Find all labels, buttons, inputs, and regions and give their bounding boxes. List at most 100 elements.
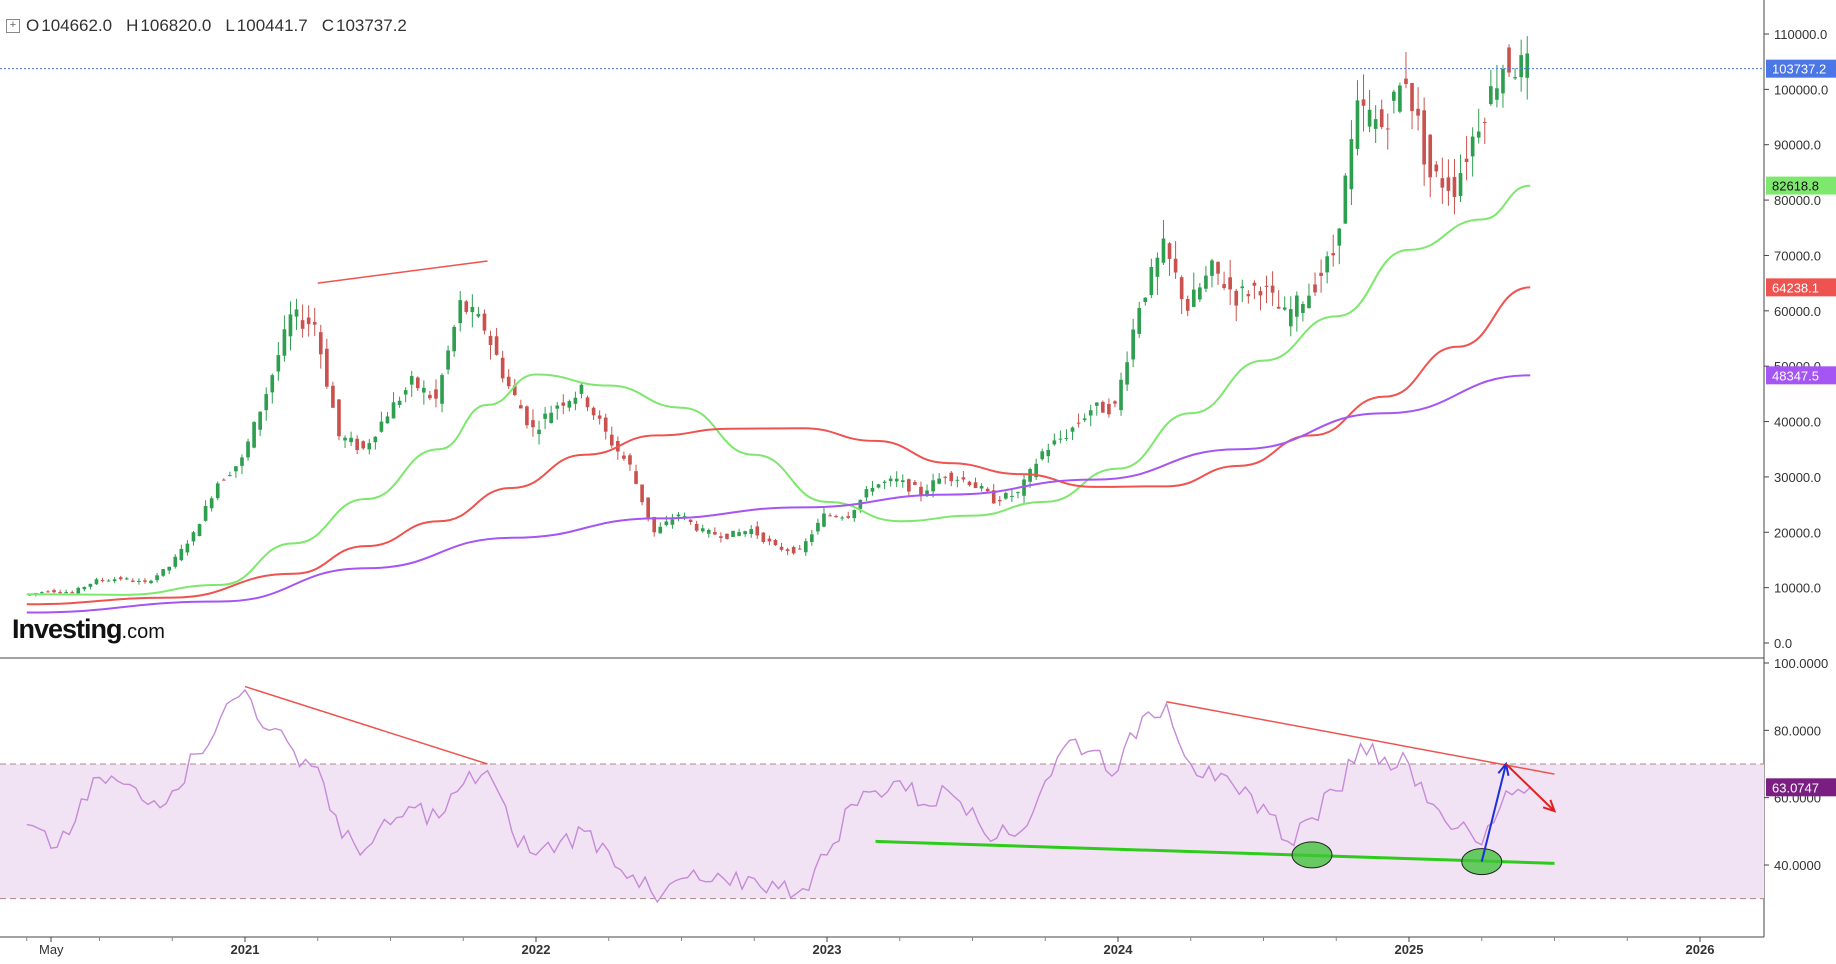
candle-body — [761, 532, 766, 542]
candle-body — [294, 309, 299, 317]
rsi-line — [26, 688, 1531, 904]
candle-body — [306, 317, 311, 325]
candle-body — [567, 401, 572, 408]
candle-body — [997, 500, 1002, 502]
candle-body — [991, 490, 996, 504]
candle-body — [543, 413, 547, 419]
candle-body — [1058, 438, 1063, 440]
investing-logo: Investing.com — [12, 614, 165, 645]
candle-body — [1464, 158, 1469, 163]
candle-body — [519, 405, 523, 409]
candle-body — [1319, 272, 1323, 276]
rsi-highlight-ellipse — [1291, 841, 1333, 869]
plus-square-icon[interactable]: + — [6, 19, 20, 33]
candle-body — [664, 521, 669, 526]
candle-body — [1173, 258, 1178, 273]
price-axis-tick-label: 80000.0 — [1774, 193, 1821, 208]
ma-value-tag-label: 48347.5 — [1772, 368, 1819, 383]
candle-body — [1131, 329, 1135, 360]
candle-body — [1440, 178, 1445, 188]
price-axis-tick-label: 70000.0 — [1774, 248, 1821, 263]
candle-body — [82, 586, 87, 590]
candle-body — [325, 348, 329, 387]
time-axis-tick-label: 2023 — [813, 942, 842, 957]
candle-body — [816, 522, 820, 532]
candle-body — [1046, 449, 1051, 457]
candle-body — [1398, 85, 1402, 112]
candle-body — [64, 592, 68, 594]
candle-body — [264, 394, 269, 411]
candle-body — [343, 437, 347, 441]
candle-body — [155, 575, 159, 581]
candle-body — [1149, 266, 1154, 296]
candle-body — [1525, 53, 1530, 78]
candle-body — [531, 420, 535, 428]
candle-body — [1313, 284, 1317, 293]
candle-body — [1016, 492, 1020, 494]
candle-body — [1040, 451, 1045, 460]
ma-value-tag-label: 64238.1 — [1772, 280, 1819, 295]
candle-body — [1264, 285, 1269, 287]
candle-body — [100, 580, 105, 582]
candle-body — [1094, 402, 1099, 406]
candle-body — [1088, 410, 1093, 416]
candle-body — [755, 526, 760, 536]
candle-body — [1246, 294, 1251, 297]
candle-body — [106, 580, 111, 582]
candle-body — [1343, 175, 1348, 224]
candle-body — [209, 498, 214, 509]
candle-body — [137, 580, 141, 582]
candle-body — [549, 412, 553, 423]
candle-body — [179, 548, 184, 561]
candle-body — [955, 479, 960, 481]
rsi-axis-tick-label: 80.0000 — [1774, 723, 1821, 738]
candle-body — [810, 534, 814, 542]
candle-body — [331, 385, 335, 408]
candle-body — [379, 421, 384, 432]
price-axis-tick-label: 10000.0 — [1774, 581, 1821, 596]
candle-body — [834, 516, 838, 518]
candle-body — [288, 314, 293, 337]
candle-body — [221, 479, 226, 481]
candle-body — [1076, 422, 1081, 424]
candle-body — [1276, 306, 1281, 309]
candle-body — [676, 514, 681, 517]
rsi-band — [0, 764, 1764, 899]
candle-body — [1155, 257, 1160, 277]
candle-body — [1501, 68, 1505, 94]
candle-body — [682, 516, 687, 518]
candle-body — [1295, 295, 1299, 317]
rsi-trendline — [244, 685, 488, 765]
candle-body — [88, 583, 93, 587]
candle-body — [282, 329, 287, 356]
rsi-axis-tick-label: 40.0000 — [1774, 858, 1821, 873]
ma-line-ma100 — [26, 286, 1531, 606]
candle-body — [494, 336, 499, 355]
candle-body — [1410, 83, 1414, 112]
candle-body — [961, 477, 966, 480]
candle-body — [512, 385, 517, 395]
ma-value-tag — [1766, 366, 1836, 385]
candle-body — [525, 406, 529, 426]
candle-body — [1482, 122, 1487, 124]
candle-body — [367, 443, 372, 450]
ma-line-ma200 — [26, 374, 1531, 614]
price-axis-tick-label: 100000.0 — [1774, 82, 1828, 97]
candle-body — [1446, 177, 1451, 191]
candle-body — [1234, 290, 1239, 306]
candle-body — [428, 394, 432, 399]
close-label: C — [321, 16, 334, 35]
candle-body — [1258, 291, 1263, 296]
time-axis-tick-label: 2021 — [231, 942, 260, 957]
candle-body — [1252, 282, 1257, 286]
candle-body — [112, 579, 117, 582]
candle-body — [985, 488, 990, 492]
candle-body — [228, 475, 232, 477]
ma-line-ma50 — [26, 184, 1531, 596]
rsi-trendline — [875, 839, 1555, 865]
candle-body — [1082, 418, 1087, 421]
candle-body — [409, 376, 414, 385]
candle-body — [1519, 55, 1523, 78]
candle-body — [719, 536, 723, 538]
